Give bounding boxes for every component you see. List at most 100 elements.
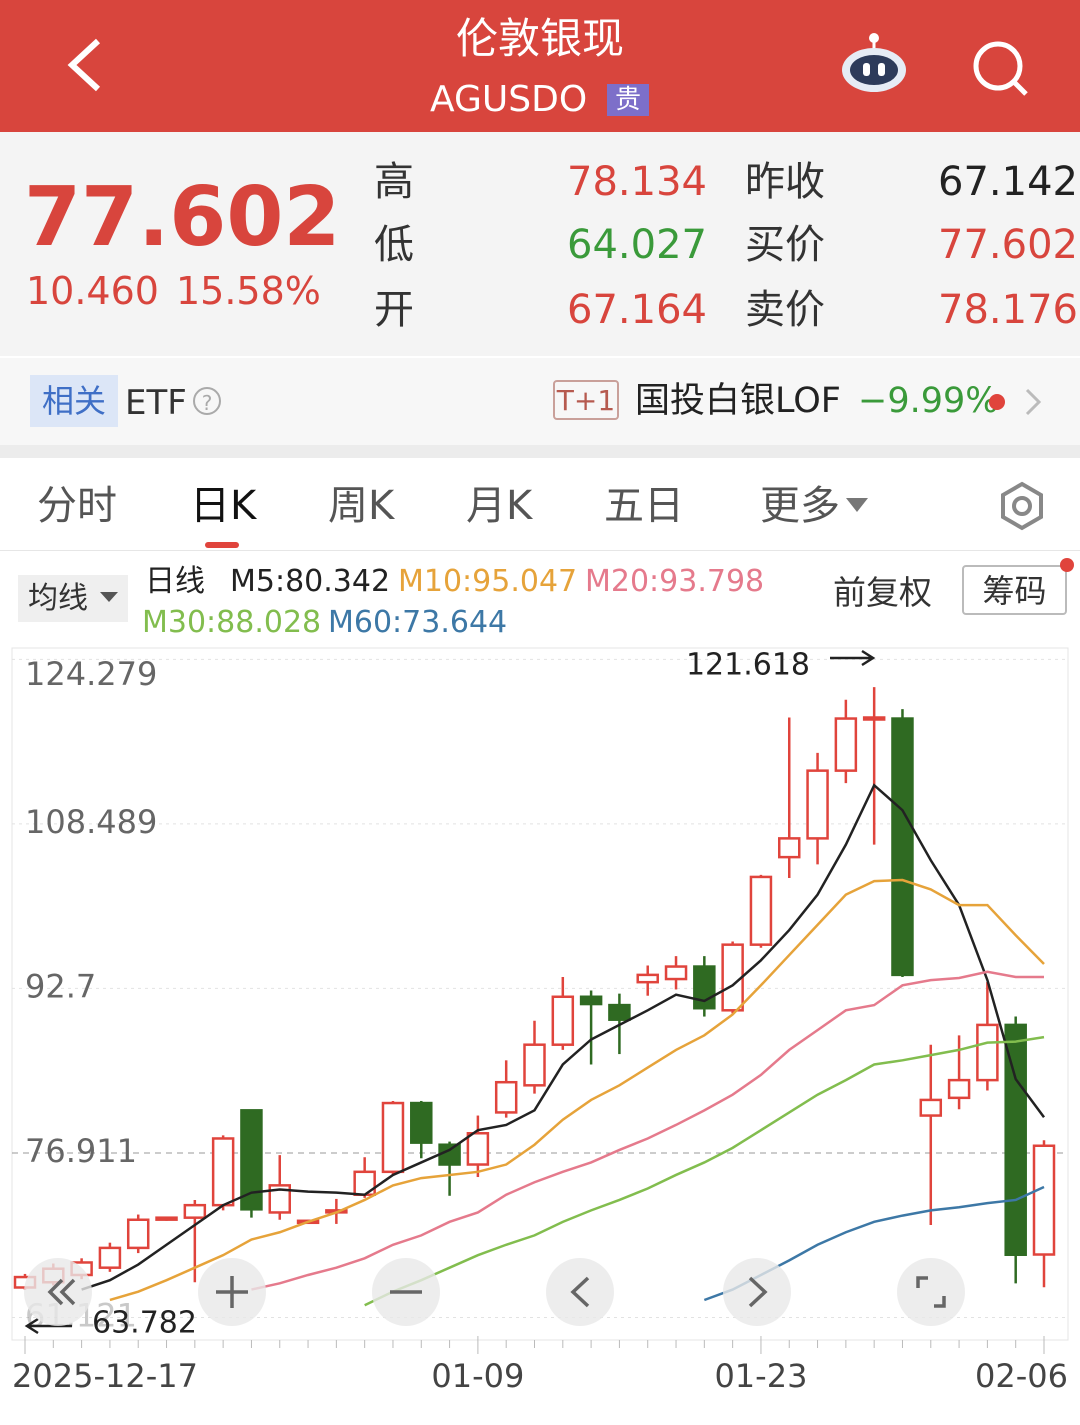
- chart-button[interactable]: [897, 1258, 965, 1326]
- quote-value: 64.027: [567, 222, 707, 268]
- assistant-button[interactable]: [838, 30, 910, 100]
- candle-body: [523, 1043, 546, 1087]
- legend-entry: M60:73.644: [328, 605, 508, 640]
- candle-body: [183, 1203, 207, 1219]
- ma-line: [364, 1035, 1045, 1307]
- dropdown-arrow: [100, 592, 118, 602]
- y-tick-label: 76.911: [25, 1132, 137, 1170]
- quote-label: 开: [374, 287, 414, 333]
- etf-change: −9.99%: [858, 381, 999, 421]
- candle-body: [551, 995, 575, 1046]
- min-annotation: 63.782: [92, 1306, 197, 1341]
- max-annotation: 121.618: [686, 648, 810, 683]
- candle-body: [211, 1137, 235, 1207]
- plot-frame: [11, 647, 1069, 1341]
- chart-button-icon: [570, 1276, 590, 1308]
- quote-label: 低: [374, 222, 414, 268]
- candle-body: [891, 717, 914, 977]
- line-label: 日线: [145, 564, 205, 599]
- tab[interactable]: 更多: [760, 483, 840, 529]
- price: 77.602: [24, 170, 341, 265]
- candle-body: [1032, 1144, 1056, 1256]
- legend-entry: M5:80.342: [230, 564, 391, 599]
- t1-tag: T+1: [553, 380, 619, 420]
- badge: 贵: [607, 84, 649, 116]
- chart-button[interactable]: [24, 1258, 92, 1326]
- candle-body: [410, 1101, 433, 1144]
- etf-name: 国投白银LOF: [635, 381, 841, 421]
- candle-body: [608, 1003, 631, 1021]
- candle-body: [664, 965, 688, 981]
- candle-body: [947, 1078, 971, 1100]
- header: 伦敦银现 AGUSDO 贵: [0, 0, 1080, 132]
- chart-button-icon: [47, 1278, 76, 1306]
- chart-button-icon: [916, 1276, 946, 1308]
- candle-body: [806, 769, 829, 840]
- candle-body: [749, 875, 773, 946]
- x-tick-label: 2025-12-17: [12, 1357, 198, 1395]
- chart-button[interactable]: [723, 1258, 791, 1326]
- etf-arrow: [989, 388, 1042, 416]
- quote-value: 67.164: [567, 287, 707, 333]
- tab[interactable]: 分时: [37, 483, 117, 529]
- y-tick-label: 92.7: [25, 967, 96, 1005]
- code: AGUSDO: [430, 79, 588, 120]
- x-tick-label: 01-09: [431, 1357, 524, 1395]
- ma-line: [251, 970, 1045, 1291]
- tab[interactable]: 日K: [190, 483, 257, 529]
- etf-bar[interactable]: 相关 ETF ? T+1 国投白银LOF −9.99%: [0, 358, 1080, 445]
- adjust[interactable]: 前复权: [833, 573, 932, 612]
- chips-button[interactable]: 筹码: [962, 565, 1067, 615]
- candle-body: [494, 1080, 518, 1114]
- quote-value: 78.134: [567, 159, 707, 205]
- tab[interactable]: 月K: [466, 483, 533, 529]
- back-button[interactable]: [60, 35, 110, 95]
- candle-body: [466, 1132, 490, 1166]
- ma-select-label: 均线: [28, 581, 88, 616]
- chart-button-icon: [748, 1276, 768, 1308]
- tab[interactable]: 五日: [604, 483, 684, 529]
- quote-label: 高: [374, 159, 414, 205]
- divider: [0, 445, 1080, 458]
- candle-body: [438, 1143, 461, 1166]
- candle-body: [919, 1098, 943, 1117]
- candle-body: [1004, 1023, 1027, 1256]
- quote-value: 78.176: [938, 287, 1078, 333]
- ma-line: [109, 878, 1045, 1302]
- title: 伦敦银现: [455, 14, 624, 63]
- legend-entry: M10:95.047: [398, 564, 578, 599]
- tab-bar: 分时 日K 周K 月K 五日 更多: [0, 458, 1080, 551]
- y-tick-label: 108.489: [25, 803, 157, 841]
- tab-indicator: [205, 542, 239, 548]
- notice-dot: [1060, 558, 1074, 572]
- candle-body: [155, 1216, 178, 1221]
- quote-label: 卖价: [745, 287, 825, 333]
- change: 10.460: [26, 269, 159, 313]
- etf-tag: 相关: [30, 375, 118, 427]
- candle-body: [268, 1184, 291, 1214]
- help-icon[interactable]: ?: [193, 387, 221, 415]
- quote-value: 77.602: [938, 222, 1078, 268]
- etf-label: ETF: [125, 383, 187, 423]
- chart-button-icon: [216, 1276, 248, 1308]
- quote-value: 67.142: [938, 159, 1078, 205]
- candle-body: [834, 717, 858, 772]
- candle-body: [636, 973, 659, 984]
- quote-label: 买价: [745, 222, 825, 268]
- max-arrow: [830, 649, 876, 667]
- quote-label: 昨收: [745, 159, 825, 205]
- change-pct: 15.58%: [176, 269, 321, 313]
- chart-button[interactable]: [546, 1258, 614, 1326]
- candle-body: [862, 716, 886, 721]
- candle-body: [240, 1109, 263, 1211]
- candle-body: [579, 995, 603, 1006]
- more-arrow: [846, 498, 868, 512]
- search-button[interactable]: [970, 38, 1030, 98]
- candle-body: [381, 1101, 405, 1174]
- legend-entry: M20:93.798: [585, 564, 765, 599]
- tab[interactable]: 周K: [328, 483, 395, 529]
- x-tick-label: 01-23: [714, 1357, 807, 1395]
- settings-button[interactable]: [996, 480, 1048, 532]
